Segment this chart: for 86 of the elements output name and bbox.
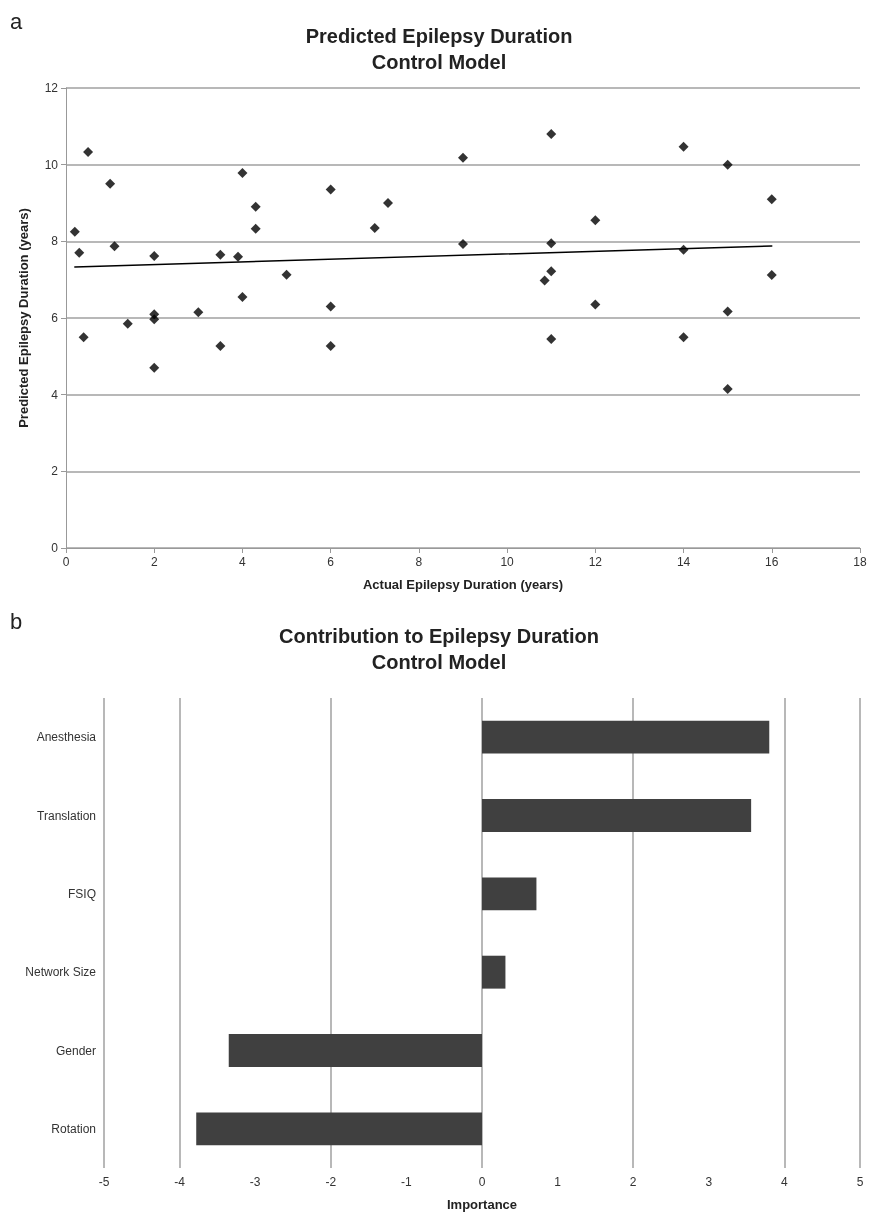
point bbox=[193, 307, 204, 318]
point bbox=[458, 239, 468, 250]
x-tick-label: 16 bbox=[765, 555, 779, 569]
x-tick-label: 2 bbox=[150, 555, 158, 569]
y-tick-label: 8 bbox=[51, 234, 59, 249]
y-tick-label: 10 bbox=[44, 157, 59, 172]
bar bbox=[482, 955, 506, 989]
point bbox=[369, 222, 380, 233]
x-tick-label: 6 bbox=[327, 555, 335, 569]
point bbox=[722, 383, 733, 394]
point bbox=[722, 306, 733, 317]
x-axis-title: Actual Epilepsy Duration (years) bbox=[362, 577, 564, 592]
point bbox=[215, 249, 226, 260]
point bbox=[69, 226, 80, 237]
x-tick-label: 1 bbox=[554, 1175, 562, 1189]
text: b bbox=[10, 608, 23, 634]
y-tick-label: 6 bbox=[51, 311, 59, 325]
point bbox=[766, 270, 777, 281]
y-tick-label: Network Size bbox=[25, 965, 97, 980]
point bbox=[539, 275, 550, 286]
point bbox=[149, 314, 160, 325]
y-tick-label: Rotation bbox=[51, 1121, 96, 1136]
bar bbox=[482, 799, 752, 832]
x-tick-label: 4 bbox=[781, 1175, 789, 1189]
x-tick-label: 8 bbox=[415, 555, 423, 569]
point bbox=[149, 362, 160, 373]
y-tick-label: 0 bbox=[51, 541, 59, 555]
y-tick-label: Anesthesia bbox=[36, 730, 97, 745]
bar bbox=[482, 877, 537, 911]
y-tick-label: 12 bbox=[44, 81, 59, 95]
x-tick-label: 2 bbox=[629, 1175, 637, 1189]
chart-title: Contribution to Epilepsy Duration Control Model bbox=[279, 625, 599, 673]
y-tick-label: 4 bbox=[51, 387, 59, 402]
x-tick-label: -5 bbox=[98, 1175, 110, 1189]
point bbox=[250, 201, 261, 212]
point bbox=[458, 152, 468, 163]
x-tick-label: 18 bbox=[853, 555, 867, 569]
point bbox=[546, 334, 557, 345]
x-tick-label: 0 bbox=[478, 1175, 486, 1189]
x-tick-label: -3 bbox=[249, 1175, 261, 1189]
y-axis-title: Predicted Epilepsy Duration (years) bbox=[16, 208, 31, 428]
point bbox=[678, 141, 689, 152]
point bbox=[78, 332, 89, 343]
point bbox=[122, 318, 133, 329]
bar bbox=[228, 1034, 482, 1067]
point bbox=[83, 147, 94, 158]
point bbox=[281, 269, 292, 280]
point bbox=[590, 299, 601, 310]
point bbox=[74, 247, 85, 258]
x-tick-label: 10 bbox=[500, 555, 515, 569]
point bbox=[546, 266, 557, 277]
x-tick-label: 14 bbox=[676, 555, 691, 569]
point bbox=[149, 250, 160, 261]
bar bbox=[482, 720, 770, 754]
point bbox=[215, 340, 226, 351]
x-tick-label: 5 bbox=[856, 1175, 864, 1189]
point bbox=[546, 238, 557, 249]
point bbox=[237, 291, 248, 302]
x-tick-label: -2 bbox=[325, 1175, 337, 1189]
point bbox=[766, 194, 777, 205]
x-tick-label: -4 bbox=[174, 1175, 186, 1189]
y-tick-label: Gender bbox=[55, 1043, 96, 1058]
point bbox=[325, 184, 336, 195]
x-tick-label: -1 bbox=[401, 1175, 413, 1189]
text: a bbox=[10, 8, 23, 34]
point bbox=[325, 340, 336, 351]
point bbox=[109, 241, 120, 252]
point bbox=[233, 251, 244, 262]
x-tick-label: 4 bbox=[239, 555, 247, 569]
x-tick-label: 3 bbox=[705, 1175, 713, 1189]
point bbox=[383, 198, 394, 208]
point bbox=[546, 129, 557, 139]
y-tick-label: 2 bbox=[51, 464, 59, 479]
chart-title: Predicted Epilepsy Duration Control Model bbox=[305, 25, 573, 73]
bar bbox=[196, 1112, 482, 1146]
x-axis-title: Importance bbox=[446, 1197, 518, 1212]
point bbox=[237, 168, 248, 179]
point bbox=[678, 332, 689, 343]
point bbox=[250, 223, 261, 234]
point bbox=[722, 159, 733, 170]
y-tick-label: FSIQ bbox=[67, 886, 96, 901]
y-tick-label: Translation bbox=[37, 808, 96, 823]
point bbox=[325, 301, 336, 312]
x-tick-label: 12 bbox=[588, 555, 603, 569]
point bbox=[105, 178, 116, 189]
point bbox=[590, 215, 601, 226]
